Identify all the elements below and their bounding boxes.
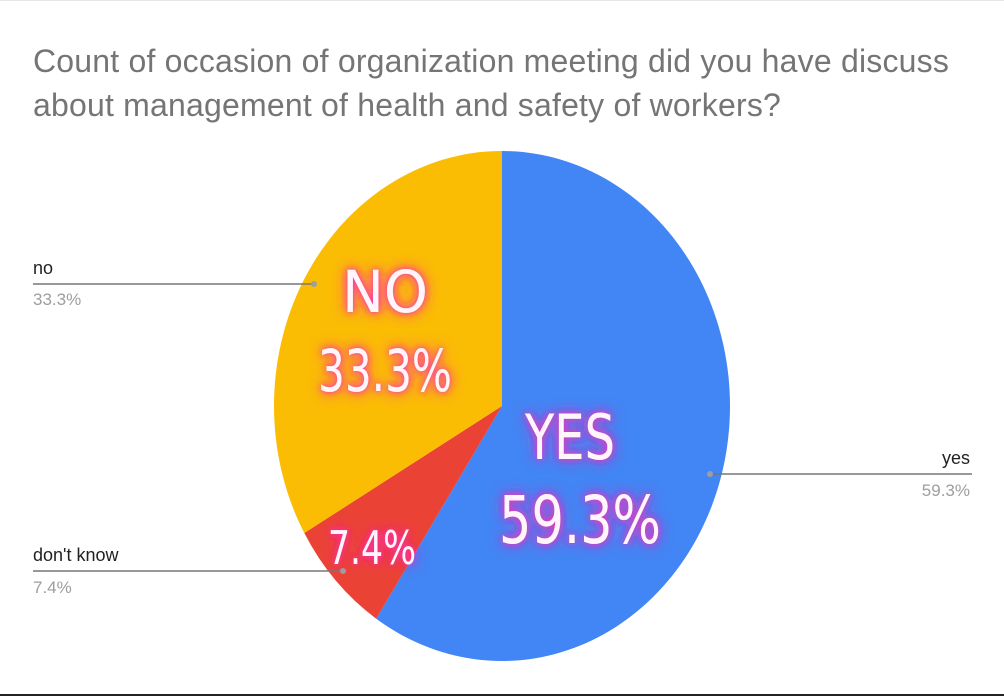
annotation-no-word: NO [342,258,428,326]
annotation-dont-know: 7.4% [328,521,416,575]
pie-slice-yes [376,151,730,661]
annotation-yes: YES 59.3% [499,401,661,559]
label-no-name: no [33,258,53,278]
chart-title: Count of occasion of organization meetin… [33,43,950,123]
label-dont-know-name: don't know [33,545,119,565]
annotation-yes-pct: 59.3% [499,482,661,559]
label-dont-know-pct: 7.4% [33,578,72,597]
annotation-no-pct: 33.3% [318,337,452,405]
annotation-no: NO 33.3% [318,258,452,405]
label-no-pct: 33.3% [33,290,81,309]
pie-slice-no [274,151,502,534]
annotation-yes-word: YES [524,401,615,474]
leader-dot-dont-know [340,568,346,574]
leader-dot-yes [707,471,713,477]
label-yes-name: yes [942,448,970,468]
pie-slices [274,151,730,661]
annotation-dont-know-pct: 7.4% [328,521,416,575]
leader-dot-no [311,281,317,287]
pie-slice-dont-know [304,406,502,619]
leader-lines [33,281,972,574]
label-yes-pct: 59.3% [922,481,970,500]
